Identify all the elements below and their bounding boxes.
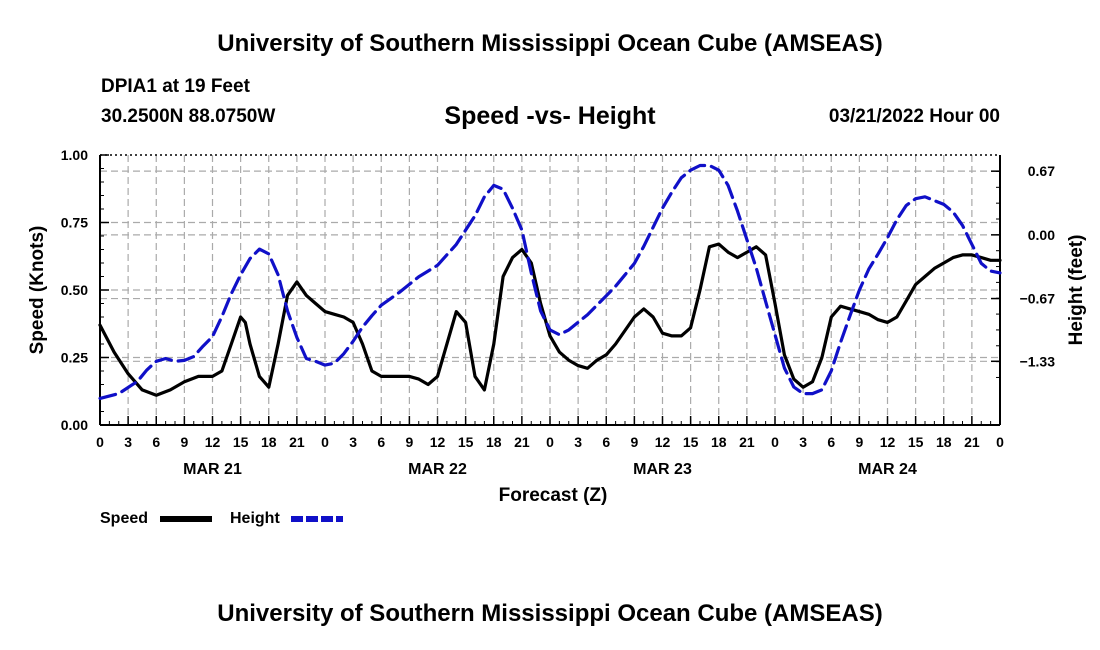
x-tick-label: 9 — [855, 434, 863, 450]
x-tick-label: 0 — [96, 434, 104, 450]
x-axis-title: Forecast (Z) — [499, 485, 608, 506]
day-label: MAR 21 — [183, 461, 242, 478]
chart-title: Speed -vs- Height — [444, 102, 656, 130]
x-tick-label: 0 — [546, 434, 554, 450]
x-tick-label: 18 — [261, 434, 277, 450]
x-tick-label: 15 — [683, 434, 699, 450]
x-tick-label: 12 — [655, 434, 671, 450]
x-tick-label: 0 — [996, 434, 1004, 450]
legend-height-label: Height — [230, 510, 280, 527]
y-tick-label: 0.25 — [61, 350, 88, 366]
day-label: MAR 23 — [633, 461, 692, 478]
y2-tick-label: 0.67 — [1028, 163, 1055, 179]
legend-height-swatch — [291, 516, 343, 522]
x-tick-label: 9 — [180, 434, 188, 450]
y2-axis-title: Height (feet) — [1066, 235, 1087, 346]
x-tick-label: 21 — [514, 434, 530, 450]
legend-speed-label: Speed — [100, 510, 149, 527]
x-tick-label: 18 — [711, 434, 727, 450]
x-tick-label: 15 — [458, 434, 474, 450]
y2-tick-label: −0.67 — [1020, 291, 1056, 307]
x-tick-label: 21 — [739, 434, 755, 450]
x-tick-label: 0 — [771, 434, 779, 450]
x-tick-label: 3 — [799, 434, 807, 450]
x-tick-label: 12 — [880, 434, 896, 450]
y-axis-title: Speed (Knots) — [27, 226, 48, 355]
x-tick-label: 6 — [827, 434, 835, 450]
x-tick-label: 15 — [233, 434, 249, 450]
y2-tick-label: 0.00 — [1028, 227, 1055, 243]
station-label: DPIA1 at 19 Feet — [101, 76, 250, 97]
forecast-datetime: 03/21/2022 Hour 00 — [828, 106, 1000, 127]
legend-speed-swatch — [160, 516, 212, 522]
x-tick-label: 3 — [124, 434, 132, 450]
x-tick-label: 3 — [349, 434, 357, 450]
y-tick-label: 0.75 — [61, 215, 88, 231]
x-tick-label: 6 — [602, 434, 610, 450]
speed-series-line — [98, 242, 1002, 397]
x-tick-label: 6 — [377, 434, 385, 450]
x-tick-label: 3 — [574, 434, 582, 450]
x-tick-label: 0 — [321, 434, 329, 450]
y-tick-label: 1.00 — [61, 147, 88, 163]
x-tick-label: 9 — [405, 434, 413, 450]
day-label: MAR 22 — [408, 461, 467, 478]
x-tick-label: 12 — [430, 434, 446, 450]
x-tick-label: 21 — [964, 434, 980, 450]
height-series-line — [98, 163, 1002, 400]
x-tick-label: 21 — [289, 434, 305, 450]
day-label: MAR 24 — [858, 461, 917, 478]
x-tick-label: 15 — [908, 434, 924, 450]
bottom-title: University of Southern Mississippi Ocean… — [217, 600, 883, 627]
y-tick-label: 0.50 — [61, 282, 88, 298]
x-tick-label: 18 — [936, 434, 952, 450]
station-coordinates: 30.2500N 88.0750W — [101, 106, 276, 127]
x-tick-label: 9 — [630, 434, 638, 450]
y2-tick-label: −1.33 — [1020, 353, 1056, 369]
x-tick-label: 18 — [486, 434, 502, 450]
top-title: University of Southern Mississippi Ocean… — [217, 30, 883, 57]
y-tick-label: 0.00 — [61, 417, 88, 433]
x-tick-label: 6 — [152, 434, 160, 450]
x-tick-label: 12 — [205, 434, 221, 450]
